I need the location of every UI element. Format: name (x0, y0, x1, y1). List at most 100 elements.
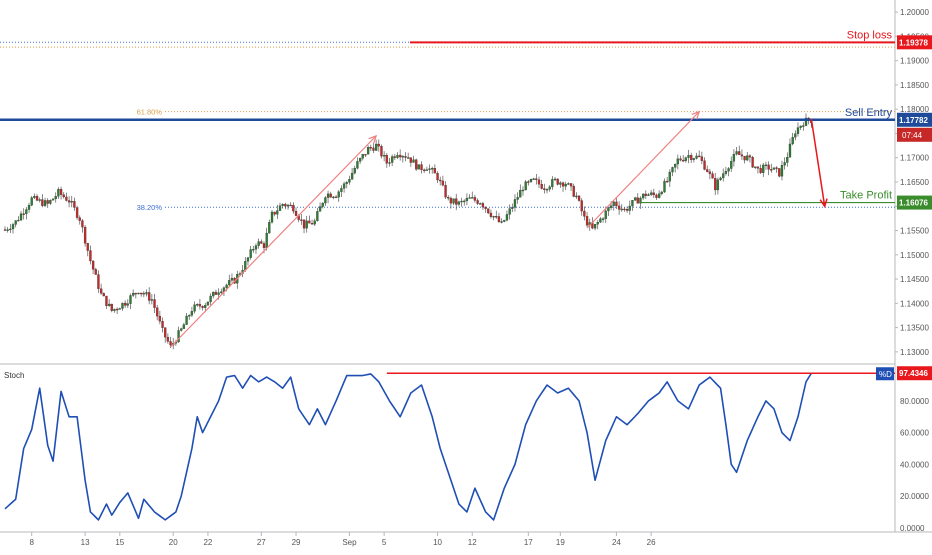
candle-body (540, 184, 543, 189)
candle-body (687, 155, 690, 158)
trade-levels[interactable]: Stop loss Sell Entry Take Profit (0, 29, 895, 204)
time-tick-label: 13 (81, 538, 90, 547)
candle-body (601, 218, 605, 220)
candle-body (260, 241, 263, 244)
candle-body (289, 204, 292, 207)
candle-body (326, 193, 330, 198)
candle-body (711, 173, 714, 179)
candle-body (583, 210, 586, 217)
candle-body (572, 185, 575, 197)
candle-body (521, 189, 525, 192)
stoch-value-badge (897, 366, 932, 381)
candle-body (17, 219, 20, 222)
stoch-tick-label: 40.0000 (900, 460, 929, 469)
stoch-tick-label: 80.0000 (900, 397, 929, 406)
candle-body (724, 171, 728, 174)
candle-body (11, 224, 15, 230)
candle-body (484, 206, 487, 209)
candle-body (281, 203, 284, 206)
candle-body (612, 201, 615, 206)
time-tick-label: 19 (556, 538, 565, 547)
candle-body (9, 228, 12, 231)
time-tick-label: 29 (292, 538, 301, 547)
candle-body (468, 197, 471, 199)
candle-body (134, 292, 137, 295)
candle-body (126, 303, 129, 306)
candle-body (684, 157, 687, 161)
candle-body (748, 155, 752, 158)
stoch-legend-label: %D (879, 370, 892, 379)
candle-body (67, 200, 71, 203)
time-tick-label: 15 (115, 538, 124, 547)
candle-body (102, 293, 105, 297)
candle-body (358, 157, 362, 162)
candle-body (703, 160, 706, 170)
candle-body (262, 243, 266, 249)
candle-body (441, 180, 445, 186)
candle-body (388, 162, 391, 164)
candle-body (420, 164, 423, 171)
candle-body (513, 199, 517, 208)
time-tick-label: 5 (382, 538, 387, 547)
candle-body (431, 168, 434, 170)
candle-body (364, 154, 367, 156)
candle-body (796, 127, 800, 134)
candle-body (57, 188, 60, 197)
candle-body (425, 169, 429, 171)
candle-body (692, 158, 696, 160)
candle-body (180, 328, 183, 331)
candle-body (577, 195, 581, 201)
candle-body (732, 153, 736, 162)
candle-body (169, 341, 172, 346)
candle-body (252, 249, 255, 251)
candle-body (41, 199, 44, 206)
price-tick-label: 1.16500 (900, 178, 929, 187)
time-tick-label: 24 (612, 538, 621, 547)
level-price-badge (897, 35, 932, 50)
candle-body (334, 196, 338, 199)
candle-body (356, 161, 359, 169)
candle-body (185, 315, 188, 325)
candle-body (575, 195, 578, 198)
candle-body (417, 164, 421, 170)
candle-body (78, 217, 81, 221)
candle-body (423, 169, 426, 172)
candle-body (751, 157, 754, 168)
candle-body (313, 220, 316, 225)
candle-body (615, 201, 618, 207)
candle-body (719, 177, 722, 180)
candle-body (415, 159, 418, 170)
candle-body (625, 209, 629, 211)
time-tick-label: 26 (647, 538, 656, 547)
fib-level-label: 38.20% (137, 203, 163, 212)
level-price-label: 1.19378 (899, 38, 928, 47)
candle-body (43, 200, 47, 206)
candle-body (107, 303, 111, 307)
candle-body (802, 125, 805, 127)
candle-body (476, 200, 479, 204)
candle-body (94, 269, 97, 275)
time-tick-label: 10 (433, 538, 442, 547)
candle-body (353, 168, 356, 174)
candle-body (706, 169, 709, 172)
candle-body (623, 208, 626, 211)
candle-body (62, 194, 65, 198)
price-tick-label: 1.13000 (900, 348, 929, 357)
candle-body (740, 154, 744, 157)
candle-body (340, 188, 343, 192)
candle-body (177, 330, 180, 343)
candle-body (652, 192, 655, 196)
price-tick-label: 1.15500 (900, 227, 929, 236)
candle-body (679, 158, 682, 161)
candle-body (268, 222, 271, 234)
price-tick-label: 1.15000 (900, 251, 929, 260)
candle-body (553, 178, 557, 181)
candle-body (321, 202, 324, 207)
candle-body (121, 302, 124, 309)
time-axis[interactable]: 8 13 15 20 22 27 29 Sep 5 10 12 17 19 24 26 (29, 532, 656, 547)
candle-body (479, 203, 482, 205)
candle-body (246, 257, 250, 262)
price-axis[interactable]: 1.13000 1.13500 1.14000 1.14500 1.15000 1.155… (895, 8, 929, 357)
candle-body (444, 185, 447, 198)
